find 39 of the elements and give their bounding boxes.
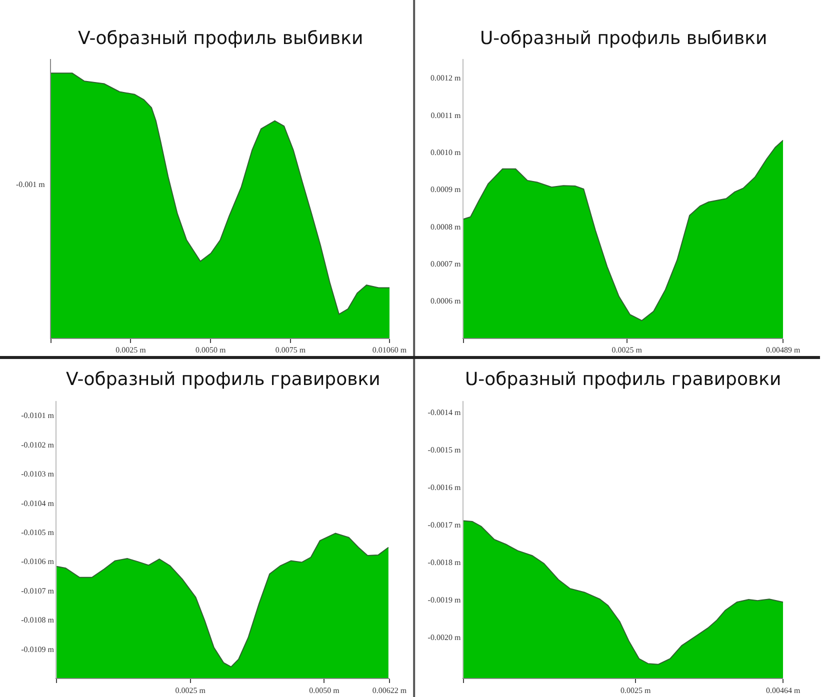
y-tick-label: 0.0012 m <box>430 74 462 83</box>
y-tick-label: 0.0010 m <box>430 148 462 157</box>
y-tick-label: -0.0102 m <box>21 440 55 450</box>
y-tick-label: -0.0103 m <box>21 470 55 479</box>
x-tick-label: 0.00489 m <box>766 346 801 355</box>
x-tick-label: 0.0025 m <box>620 686 652 695</box>
chart-title: V-образный профиль гравировки <box>66 369 380 390</box>
y-tick-label: 0.0011 m <box>430 110 462 120</box>
chart-title: V-образный профиль выбивки <box>78 28 364 49</box>
chart-title: U-образный профиль выбивки <box>480 28 768 49</box>
text: -0.001 m <box>16 180 46 189</box>
x-tick-label: 0.0025 m <box>116 346 147 355</box>
y-tick-label: -0.0101 m <box>21 411 55 420</box>
x-tick-label: 0.0050 m <box>195 346 226 355</box>
x-tick-label: 0.0050 m <box>309 686 340 695</box>
y-tick-label: 0.0006 m <box>430 296 462 306</box>
x-tick-label: 0.0025 m <box>175 686 206 695</box>
y-tick-label: -0.0019 m <box>428 595 462 604</box>
y-tick-label: -0.0015 m <box>428 445 462 454</box>
y-tick-label: -0.0016 m <box>428 482 462 492</box>
x-tick-label: 0.01060 m <box>372 346 408 355</box>
y-tick-label: -0.0020 m <box>428 632 462 642</box>
y-tick-label: -0.0107 m <box>21 586 55 596</box>
y-tick-label: 0.0008 m <box>430 222 462 232</box>
x-tick-label: 0.0075 m <box>275 346 306 355</box>
y-tick-label: -0.0106 m <box>21 557 55 566</box>
y-tick-label: 0.0007 m <box>430 259 462 268</box>
y-tick-label: -0.0109 m <box>21 644 55 654</box>
y-tick-label: -0.0017 m <box>428 520 462 530</box>
x-tick-label: 0.00622 m <box>372 686 408 695</box>
y-tick-label: -0.0018 m <box>428 558 462 567</box>
y-tick-label: 0.0009 m <box>430 185 462 194</box>
y-tick-label: -0.0014 m <box>428 408 462 417</box>
y-tick-label: -0.0108 m <box>21 616 55 625</box>
x-tick-label: 0.0025 m <box>612 346 643 355</box>
y-tick-label: -0.0105 m <box>21 528 55 537</box>
x-tick-label: 0.00464 m <box>766 686 801 695</box>
y-tick-label: -0.0104 m <box>21 498 55 508</box>
chart-title: U-образный профиль гравировки <box>465 369 782 390</box>
